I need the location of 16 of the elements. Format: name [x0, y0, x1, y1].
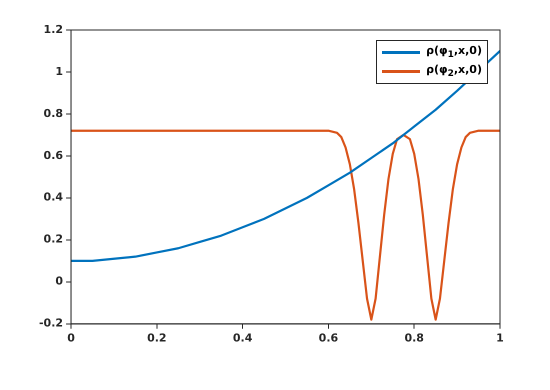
legend-label: ρ(φ$_{2}$,x,0)	[426, 63, 482, 80]
legend-label: ρ(φ$_{1}$,x,0)	[426, 44, 482, 61]
x-tick-label: 0.6	[318, 331, 339, 344]
y-tick-label: 0.8	[44, 106, 64, 120]
x-tick-label: 0.4	[232, 331, 253, 344]
x-tick-label: 0.2	[147, 331, 167, 344]
y-tick-label: -0.2	[38, 316, 64, 330]
y-tick-label: 0	[55, 274, 64, 288]
x-tick-label: 0.8	[404, 331, 424, 344]
x-tick-label: 1	[496, 331, 504, 344]
y-tick-label: 0.6	[44, 148, 64, 162]
y-tick-label: 0.4	[44, 190, 64, 204]
y-tick-label: 1	[55, 64, 64, 78]
y-tick-label: 1.2	[44, 22, 64, 36]
x-tick-label: 0	[67, 331, 76, 344]
y-tick-label: 0.2	[44, 232, 64, 246]
